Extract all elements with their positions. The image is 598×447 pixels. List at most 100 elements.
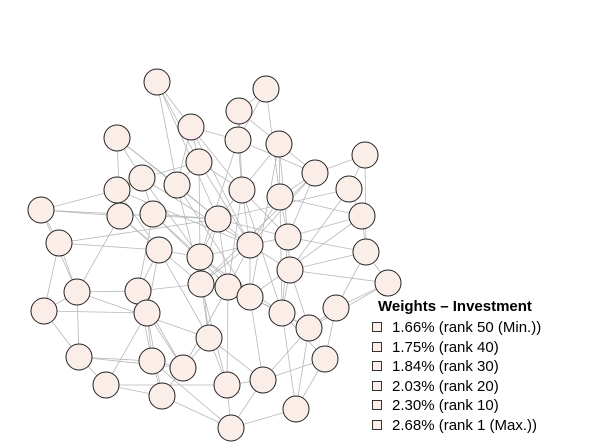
network-node [163, 171, 191, 199]
network-node [217, 414, 245, 442]
network-node [30, 297, 58, 325]
network-edge [156, 81, 219, 220]
network-node [274, 223, 302, 251]
network-edge [190, 126, 243, 191]
legend-label: 1.84% (rank 30) [392, 358, 499, 376]
network-node [265, 130, 293, 158]
network-node [374, 269, 402, 297]
network-node [335, 175, 363, 203]
network-node [236, 231, 264, 259]
network-node [65, 343, 93, 371]
network-edge [156, 81, 178, 186]
legend-item: 2.03% (rank 20) [372, 377, 594, 397]
network-node [148, 382, 176, 410]
legend-title: Weights – Investment [378, 298, 532, 315]
legend-item: 2.68% (rank 1 (Max.)) [372, 416, 594, 436]
network-node [128, 164, 156, 192]
network-node [268, 299, 296, 327]
network-node [351, 141, 379, 169]
network-edge [289, 188, 350, 271]
network-edge [281, 312, 297, 410]
network-edge [241, 189, 283, 314]
network-edge [158, 249, 210, 339]
network-node [185, 148, 213, 176]
network-node [195, 324, 223, 352]
network-edge [226, 286, 229, 386]
legend-swatch [372, 400, 382, 411]
network-edge [279, 196, 363, 217]
legend-swatch [372, 361, 382, 372]
network-node [103, 176, 131, 204]
network-edge [58, 218, 219, 244]
network-node [145, 236, 173, 264]
network-edge [190, 126, 251, 246]
legend-label: 2.03% (rank 20) [392, 377, 499, 395]
network-node [352, 238, 380, 266]
network-node [225, 97, 253, 125]
network-node [169, 354, 197, 382]
network-node [27, 196, 55, 224]
network-node [252, 75, 280, 103]
legend-label: 1.75% (rank 40) [392, 338, 499, 356]
network-node [187, 270, 215, 298]
network-edge [200, 172, 316, 285]
network-node [143, 68, 171, 96]
legend-item: 2.30% (rank 10) [372, 396, 594, 416]
network-node [45, 229, 73, 257]
network-node [301, 159, 329, 187]
network-node [138, 347, 166, 375]
network-edge [199, 139, 239, 258]
network-node [224, 126, 252, 154]
network-edge [141, 177, 251, 246]
legend-swatch [372, 322, 382, 333]
network-edge [249, 296, 264, 381]
network-node [311, 345, 339, 373]
legend-label: 1.66% (rank 50 (Min.)) [392, 319, 542, 336]
network-edge [289, 269, 389, 284]
edge-layer [40, 81, 389, 429]
network-node [348, 202, 376, 230]
network-node [295, 314, 323, 342]
network-edge [151, 360, 232, 429]
network-node [282, 395, 310, 423]
network-node [213, 371, 241, 399]
network-node [92, 371, 120, 399]
legend-item: 1.66% (rank 50 (Min.)) [372, 318, 594, 338]
network-edge [76, 215, 121, 293]
network-node [139, 200, 167, 228]
network-node [106, 202, 134, 230]
legend-item: 1.75% (rank 40) [372, 338, 594, 358]
network-node [236, 283, 264, 311]
network-node [228, 176, 256, 204]
network-edge [198, 161, 251, 246]
network-node [177, 113, 205, 141]
legend-swatch [372, 380, 382, 391]
network-node [266, 183, 294, 211]
network-node [133, 299, 161, 327]
network-edge [105, 312, 148, 386]
network-edge [78, 356, 184, 369]
legend-item: 1.84% (rank 30) [372, 357, 594, 377]
legend-swatch [372, 420, 382, 430]
network-edge [279, 196, 283, 314]
network-node [204, 205, 232, 233]
network-edge [141, 177, 201, 258]
network-edge [198, 161, 201, 258]
network-node [63, 278, 91, 306]
network-node [103, 124, 131, 152]
network-node [186, 243, 214, 271]
node-layer [27, 68, 402, 442]
legend-swatch [372, 341, 382, 352]
legend: Weights – Investment 1.66% (rank 50 (Min… [372, 296, 594, 436]
legend-label: 2.68% (rank 1 (Max.)) [392, 416, 538, 434]
network-edge [58, 242, 160, 251]
network-node [276, 256, 304, 284]
network-edge [156, 81, 200, 163]
network-edge [249, 215, 363, 298]
network-edge [295, 327, 310, 410]
network-edge [249, 143, 280, 298]
network-node [322, 294, 350, 322]
legend-label: 2.30% (rank 10) [392, 397, 499, 415]
network-edge [43, 310, 148, 314]
